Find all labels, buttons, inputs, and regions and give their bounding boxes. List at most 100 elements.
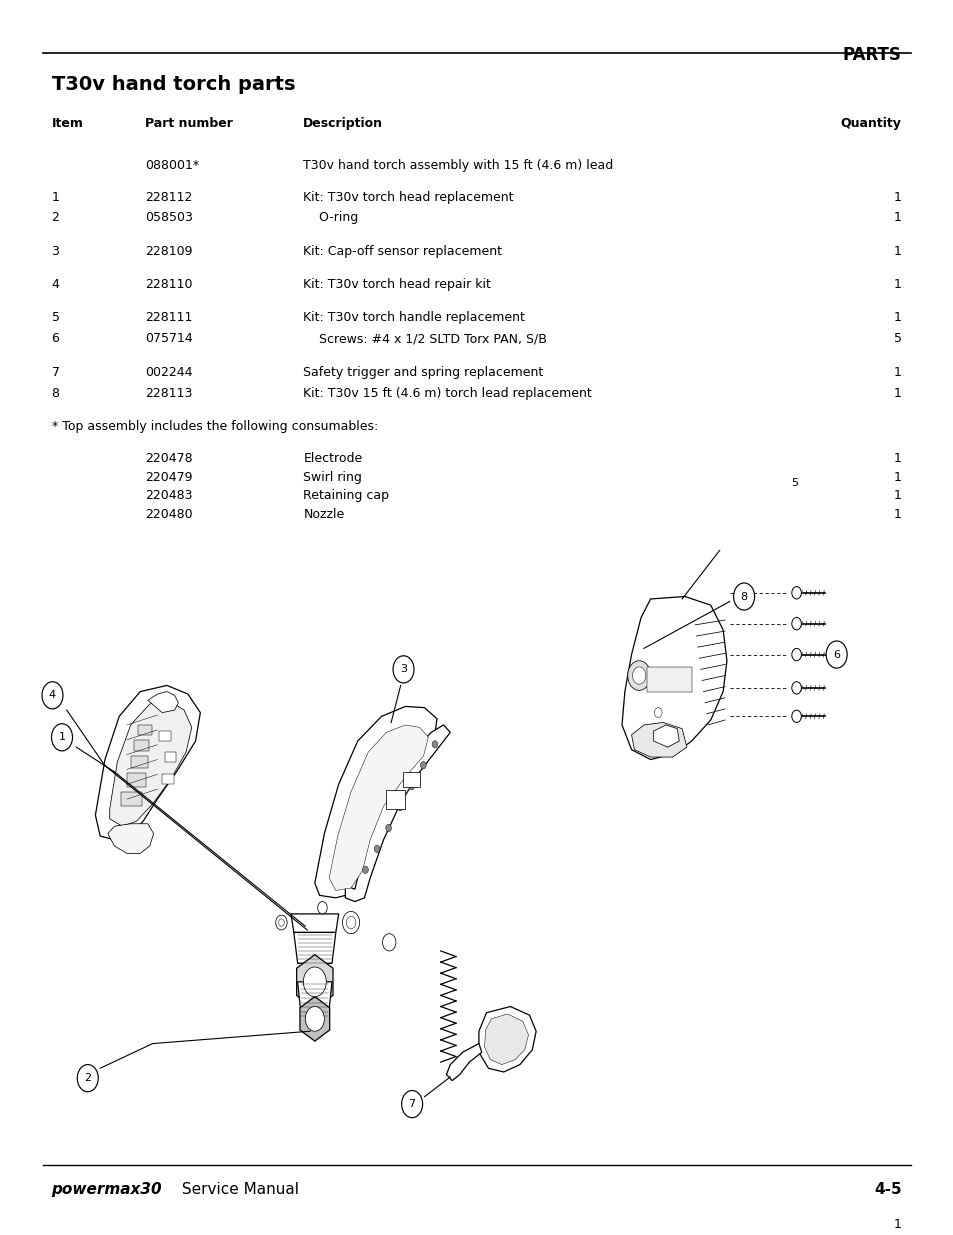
Circle shape	[51, 724, 72, 751]
Circle shape	[432, 741, 437, 748]
Polygon shape	[314, 706, 436, 898]
Text: 228113: 228113	[145, 387, 193, 400]
Polygon shape	[95, 685, 200, 840]
Circle shape	[791, 682, 801, 694]
Text: 002244: 002244	[145, 366, 193, 379]
Polygon shape	[148, 692, 178, 713]
Text: 1: 1	[893, 452, 901, 466]
Text: Swirl ring: Swirl ring	[303, 471, 362, 484]
Circle shape	[420, 762, 426, 769]
Text: 1: 1	[893, 489, 901, 503]
Circle shape	[385, 824, 391, 831]
Text: Screws: #4 x 1/2 SLTD Torx PAN, S/B: Screws: #4 x 1/2 SLTD Torx PAN, S/B	[303, 332, 547, 346]
Circle shape	[362, 866, 368, 873]
Circle shape	[396, 804, 402, 810]
Text: 7: 7	[408, 1099, 416, 1109]
Polygon shape	[159, 731, 171, 741]
Text: powermax30: powermax30	[51, 1182, 162, 1197]
Text: Description: Description	[303, 117, 383, 131]
Text: 7: 7	[51, 366, 59, 379]
Text: 1: 1	[893, 471, 901, 484]
Polygon shape	[138, 725, 152, 735]
Text: 220478: 220478	[145, 452, 193, 466]
Text: Kit: T30v 15 ft (4.6 m) torch lead replacement: Kit: T30v 15 ft (4.6 m) torch lead repla…	[303, 387, 592, 400]
Text: Kit: T30v torch head replacement: Kit: T30v torch head replacement	[303, 190, 514, 204]
Circle shape	[305, 1007, 324, 1031]
Text: 1: 1	[893, 245, 901, 258]
Circle shape	[627, 661, 650, 690]
Polygon shape	[133, 740, 149, 751]
Text: Item: Item	[51, 117, 83, 131]
Circle shape	[374, 845, 379, 852]
Text: 228111: 228111	[145, 311, 193, 325]
Text: PARTS: PARTS	[841, 46, 901, 64]
Text: 1: 1	[58, 732, 66, 742]
Text: 5: 5	[51, 311, 59, 325]
Circle shape	[278, 919, 284, 926]
Circle shape	[791, 710, 801, 722]
Text: Retaining cap: Retaining cap	[303, 489, 389, 503]
Text: 1: 1	[893, 508, 901, 521]
Circle shape	[791, 618, 801, 630]
Text: 6: 6	[51, 332, 59, 346]
Text: 6: 6	[832, 650, 840, 659]
Text: 2: 2	[51, 211, 59, 225]
Circle shape	[733, 583, 754, 610]
Polygon shape	[621, 597, 726, 760]
Polygon shape	[131, 756, 148, 768]
Polygon shape	[402, 772, 419, 787]
Text: 1: 1	[893, 211, 901, 225]
Polygon shape	[162, 774, 173, 784]
Polygon shape	[386, 790, 405, 809]
Text: 4: 4	[49, 690, 56, 700]
Polygon shape	[165, 752, 176, 762]
Circle shape	[303, 967, 326, 997]
Text: * Top assembly includes the following consumables:: * Top assembly includes the following co…	[51, 420, 377, 433]
Text: 5: 5	[790, 478, 798, 488]
Text: 075714: 075714	[145, 332, 193, 346]
Text: 1: 1	[893, 278, 901, 291]
Polygon shape	[478, 1007, 536, 1072]
Text: 1: 1	[893, 387, 901, 400]
Polygon shape	[127, 773, 146, 787]
Text: 1: 1	[51, 190, 59, 204]
Text: Service Manual: Service Manual	[177, 1182, 299, 1197]
Text: 5: 5	[893, 332, 901, 346]
Circle shape	[393, 656, 414, 683]
Text: 228112: 228112	[145, 190, 193, 204]
Text: Nozzle: Nozzle	[303, 508, 344, 521]
Circle shape	[791, 648, 801, 661]
Circle shape	[825, 641, 846, 668]
Polygon shape	[345, 725, 450, 902]
Circle shape	[346, 916, 355, 929]
Text: Kit: T30v torch head repair kit: Kit: T30v torch head repair kit	[303, 278, 491, 291]
Circle shape	[382, 934, 395, 951]
Text: 8: 8	[740, 592, 747, 601]
Polygon shape	[646, 667, 691, 692]
Polygon shape	[631, 722, 686, 757]
Text: Part number: Part number	[145, 117, 233, 131]
Polygon shape	[121, 792, 142, 806]
Circle shape	[317, 902, 327, 914]
Circle shape	[342, 911, 359, 934]
Text: 1: 1	[893, 190, 901, 204]
Circle shape	[654, 708, 661, 718]
Polygon shape	[299, 997, 330, 1041]
Circle shape	[42, 682, 63, 709]
Polygon shape	[291, 914, 338, 932]
Text: 088001*: 088001*	[145, 159, 199, 172]
Text: 228109: 228109	[145, 245, 193, 258]
Polygon shape	[329, 725, 428, 890]
Text: Kit: T30v torch handle replacement: Kit: T30v torch handle replacement	[303, 311, 525, 325]
Text: 220479: 220479	[145, 471, 193, 484]
Circle shape	[401, 1091, 422, 1118]
Polygon shape	[297, 982, 332, 1019]
Polygon shape	[108, 824, 153, 853]
Polygon shape	[446, 1044, 481, 1081]
Text: 3: 3	[51, 245, 59, 258]
Text: T30v hand torch parts: T30v hand torch parts	[51, 75, 294, 94]
Text: 4: 4	[51, 278, 59, 291]
Polygon shape	[484, 1014, 528, 1065]
Polygon shape	[296, 955, 333, 1009]
Polygon shape	[294, 932, 335, 963]
